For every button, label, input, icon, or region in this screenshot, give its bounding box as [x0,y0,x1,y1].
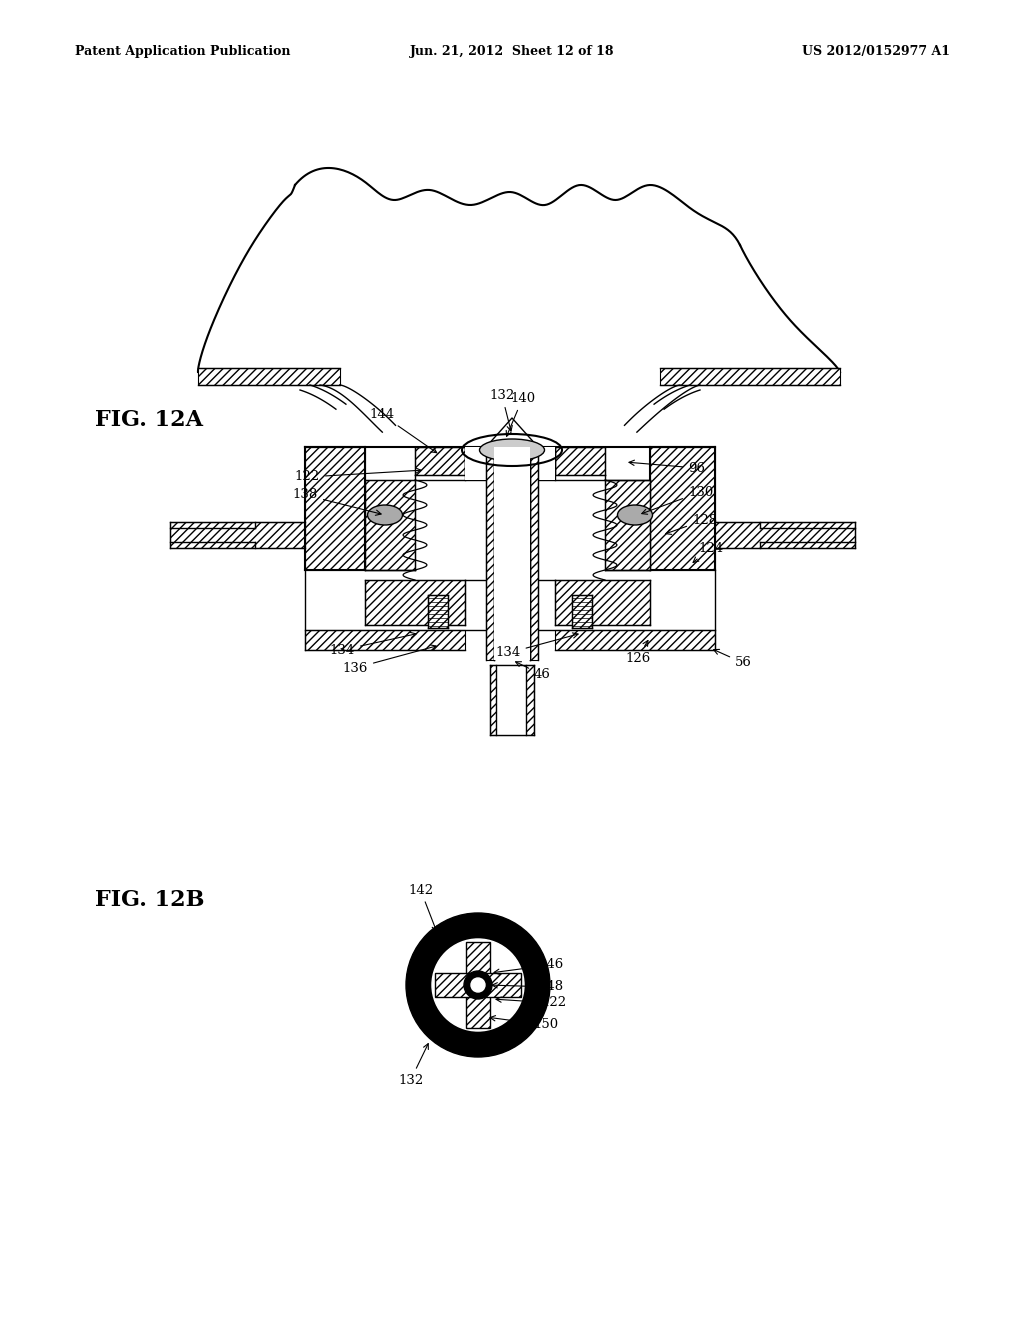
Bar [198,368,340,385]
Text: Jun. 21, 2012  Sheet 12 of 18: Jun. 21, 2012 Sheet 12 of 18 [410,45,614,58]
Bar [428,595,449,628]
Text: 122: 122 [295,467,421,483]
Bar [555,447,605,475]
Text: 128: 128 [666,513,717,535]
Text: 130: 130 [642,486,714,515]
Bar [490,665,534,735]
Circle shape [406,913,550,1057]
Text: 136: 136 [343,645,436,675]
Text: Patent Application Publication: Patent Application Publication [75,45,291,58]
Text: 146: 146 [494,958,563,974]
Text: 134: 134 [496,632,579,660]
Bar [365,579,465,624]
Text: 138: 138 [293,488,381,515]
Bar [365,480,415,570]
Text: 144: 144 [370,408,436,453]
Text: 46: 46 [516,661,551,681]
Bar [465,447,555,480]
Bar [305,630,465,649]
Text: US 2012/0152977 A1: US 2012/0152977 A1 [802,45,950,58]
Bar [605,480,650,570]
Ellipse shape [617,506,652,525]
Ellipse shape [368,506,402,525]
Bar [555,630,715,649]
Text: 134: 134 [330,632,416,656]
Bar [494,447,530,660]
Text: 142: 142 [408,883,437,931]
Text: 126: 126 [625,640,650,664]
Text: FIG. 12A: FIG. 12A [95,409,203,432]
Bar [494,447,530,660]
Text: 150: 150 [489,1015,558,1031]
Bar [530,447,538,660]
Bar [486,447,494,660]
Bar [650,447,715,570]
Bar [415,447,465,475]
Text: 132: 132 [489,389,515,432]
Text: 122: 122 [496,997,566,1010]
Bar [660,368,840,385]
Circle shape [432,939,524,1031]
Circle shape [471,978,485,993]
Bar [555,579,650,624]
Bar [572,595,592,628]
Bar [466,942,490,1028]
Bar [435,973,521,997]
Ellipse shape [479,440,545,461]
Text: 124: 124 [693,541,723,562]
Text: 132: 132 [398,1044,428,1086]
Bar [170,521,305,548]
Text: 148: 148 [492,981,563,994]
Circle shape [464,972,492,999]
Text: FIG. 12B: FIG. 12B [95,888,205,911]
Bar [305,447,365,570]
Text: 96: 96 [629,461,705,474]
Bar [496,665,526,735]
Text: 56: 56 [714,649,752,669]
Bar [715,521,855,548]
Text: 140: 140 [506,392,536,437]
